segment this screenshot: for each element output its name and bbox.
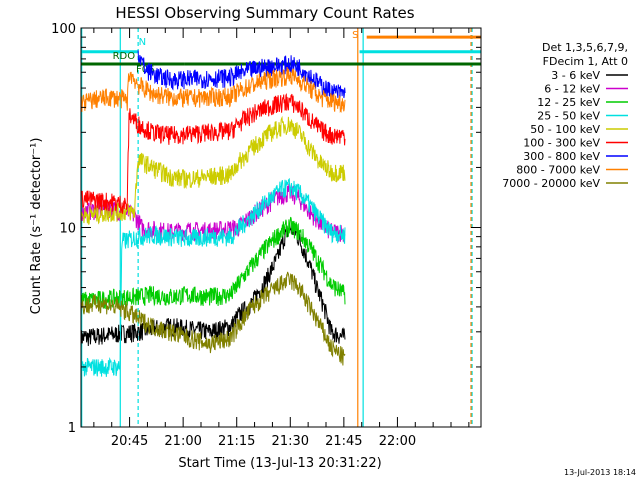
series-line-7 xyxy=(80,66,346,114)
chart-title: HESSI Observing Summary Count Rates xyxy=(115,4,414,22)
legend-entry-label-5: 100 - 300 keV xyxy=(523,137,600,150)
x-tick-label-1: 21:00 xyxy=(164,434,201,449)
x-tick-label-3: 21:30 xyxy=(272,434,309,449)
series-line-2 xyxy=(80,216,346,310)
series-line-6 xyxy=(137,50,346,102)
x-tick-label-5: 22:00 xyxy=(379,434,416,449)
y-tick-label-0: 1 xyxy=(68,421,76,436)
x-axis-label: Start Time (13-Jul-13 20:31:22) xyxy=(178,456,381,471)
legend-entry-label-0: 3 - 6 keV xyxy=(551,69,600,82)
series-line-5 xyxy=(80,93,346,214)
legend-entry-label-1: 6 - 12 keV xyxy=(544,83,600,96)
flag-label-1: N xyxy=(139,37,146,48)
legend-entry-label-8: 7000 - 20000 keV xyxy=(502,177,600,190)
axes: 1 10 100 20:45 21:00 21:15 21:30 21:45 22:00 xyxy=(51,22,482,449)
series-line-3 xyxy=(80,177,346,377)
footer-date: 13-Jul-2013 18:14 xyxy=(564,468,636,477)
legend-entry-label-7: 800 - 7000 keV xyxy=(516,164,600,177)
x-tick-label-0: 20:45 xyxy=(111,434,148,449)
legend-header-decimation: FDecim 1, Att 0 xyxy=(543,55,628,68)
series-lines xyxy=(80,50,346,377)
flag-label-3: S xyxy=(352,30,358,41)
y-tick-label-2: 100 xyxy=(51,22,76,37)
flag-label-0: RDO xyxy=(113,51,136,62)
legend-entry-label-3: 25 - 50 keV xyxy=(537,110,600,123)
series-line-8 xyxy=(80,271,346,366)
legend-entry-label-4: 50 - 100 keV xyxy=(530,123,600,136)
y-tick-label-1: 10 xyxy=(59,222,76,237)
y-axis-label: Count Rate (s⁻¹ detector⁻¹) xyxy=(29,138,44,315)
x-tick-label-2: 21:15 xyxy=(218,434,255,449)
x-tick-label-4: 21:45 xyxy=(325,434,362,449)
legend-header-detectors: Det 1,3,5,6,7,9, xyxy=(542,41,628,54)
legend-entry-label-6: 300 - 800 keV xyxy=(523,150,600,163)
legend-entry-label-2: 12 - 25 keV xyxy=(537,96,600,109)
series-line-0 xyxy=(80,223,346,348)
series-line-4 xyxy=(80,115,346,225)
